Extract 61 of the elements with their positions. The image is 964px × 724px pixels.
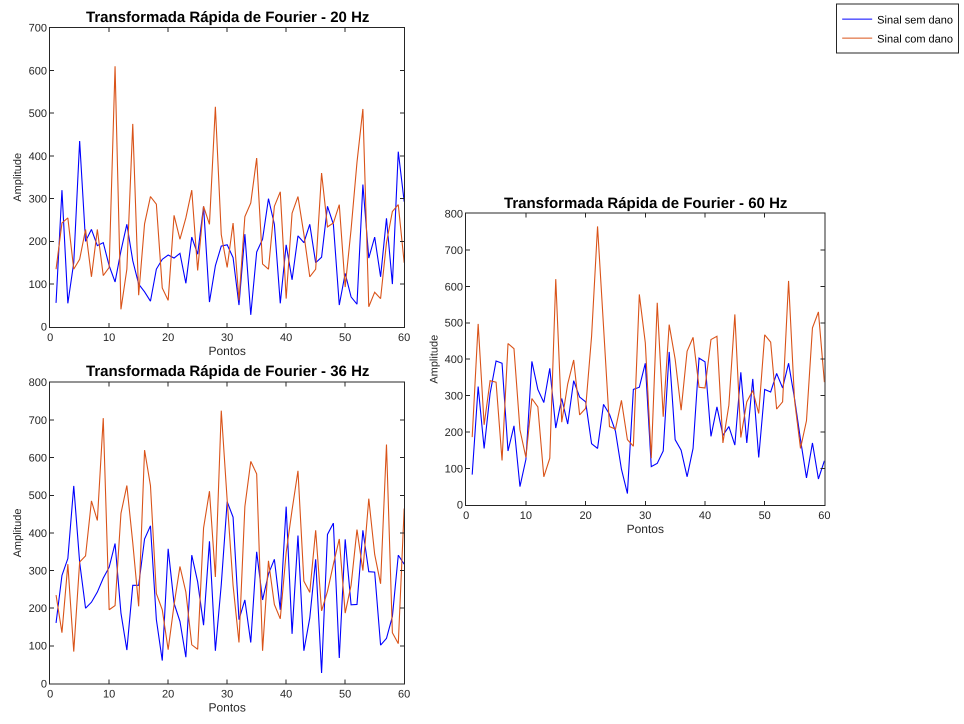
y-tick-label: 200 [28, 236, 47, 248]
x-tick-label: 30 [221, 688, 234, 701]
chart-title: Transformada Rápida de Fourier - 36 Hz [86, 363, 370, 380]
x-tick-label: 60 [398, 688, 410, 701]
line-series [472, 351, 824, 494]
y-tick-label: 200 [28, 603, 47, 616]
line-series [56, 66, 404, 310]
x-tick-label: 30 [639, 510, 652, 522]
legend-label: Sinal com dano [877, 33, 954, 46]
y-tick-label: 200 [444, 426, 464, 439]
chart-title: Transformada Rápida de Fourier - 60 Hz [504, 195, 788, 212]
y-tick-label: 0 [40, 678, 47, 690]
y-tick-label: 600 [444, 281, 464, 294]
x-axis-title: Pontos [626, 522, 664, 536]
y-tick-label: 700 [28, 22, 47, 35]
y-tick-label: 500 [28, 108, 47, 120]
y-tick-label: 100 [28, 640, 47, 653]
line-series [56, 485, 404, 674]
y-tick-label: 300 [28, 565, 47, 578]
x-tick-label: 50 [339, 688, 352, 701]
y-tick-label: 500 [444, 318, 464, 330]
y-tick-label: 0 [40, 322, 47, 334]
y-tick-label: 400 [444, 354, 464, 366]
x-tick-label: 10 [103, 332, 116, 344]
y-tick-label: 300 [444, 390, 464, 402]
x-tick-label: 40 [280, 332, 292, 344]
legend-label: Sinal sem dano [877, 14, 954, 26]
y-tick-label: 300 [28, 194, 47, 206]
y-axis-title: Amplitude [428, 334, 440, 384]
y-tick-label: 500 [28, 490, 47, 502]
y-tick-label: 700 [444, 244, 464, 257]
y-tick-label: 600 [28, 452, 47, 464]
x-tick-label: 50 [339, 332, 352, 344]
x-tick-label: 10 [520, 510, 532, 522]
y-tick-label: 400 [28, 528, 47, 540]
line-series [56, 410, 404, 652]
y-axis-title: Amplitude [12, 508, 24, 558]
x-tick-label: 60 [398, 332, 410, 344]
y-tick-label: 800 [444, 208, 464, 220]
x-tick-label: 20 [162, 688, 174, 701]
x-tick-label: 40 [280, 688, 292, 701]
x-tick-label: 10 [103, 688, 116, 701]
x-tick-label: 60 [818, 510, 831, 522]
x-axis-title: Pontos [208, 700, 246, 715]
line-series [472, 226, 824, 478]
x-tick-label: 20 [579, 510, 592, 522]
y-axis-title: Amplitude [12, 152, 24, 202]
y-tick-label: 800 [28, 377, 47, 390]
y-tick-label: 600 [28, 65, 47, 78]
y-tick-label: 0 [456, 500, 464, 512]
y-tick-label: 400 [28, 150, 47, 163]
x-tick-label: 20 [162, 332, 174, 344]
x-axis-title: Pontos [208, 344, 246, 358]
line-series [56, 140, 404, 316]
x-tick-label: 30 [221, 332, 234, 344]
chart-title: Transformada Rápida de Fourier - 20 Hz [86, 9, 370, 26]
y-tick-label: 100 [28, 278, 47, 291]
x-tick-label: 50 [758, 510, 771, 522]
y-tick-label: 100 [444, 463, 464, 476]
x-tick-label: 40 [698, 510, 712, 522]
y-tick-label: 700 [28, 414, 47, 427]
